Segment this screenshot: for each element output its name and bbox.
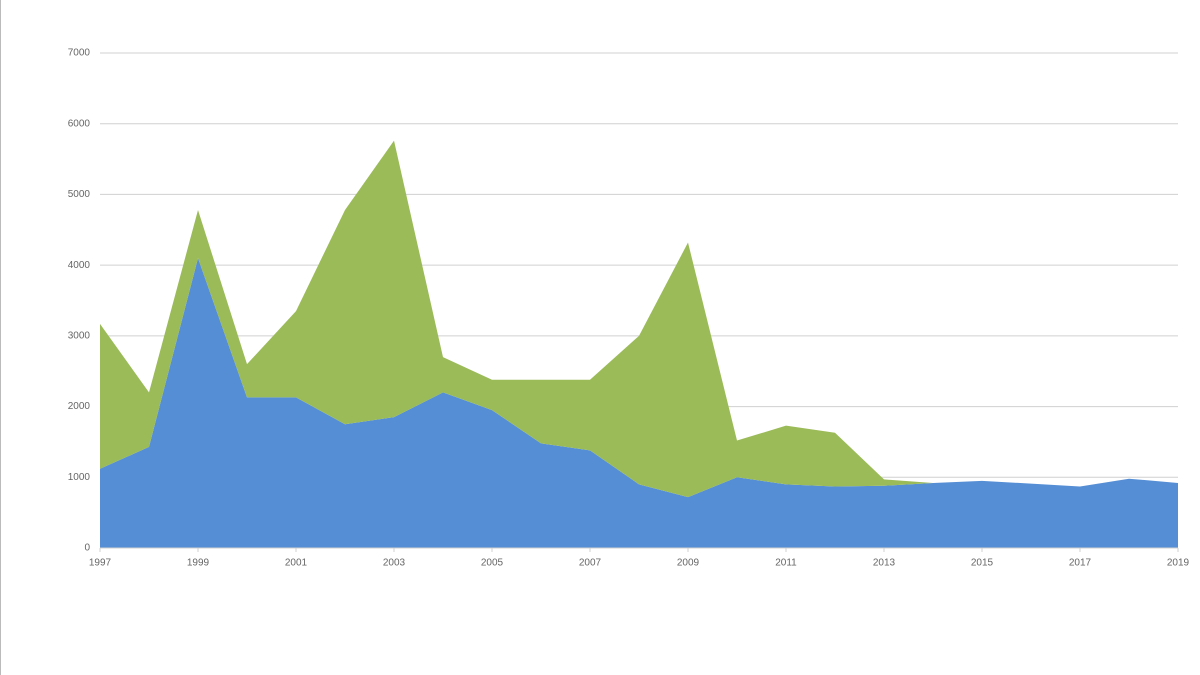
y-tick-label: 0 [84,543,90,554]
y-tick-label: 4000 [68,260,91,271]
x-tick-label: 1999 [187,558,210,569]
x-tick-label: 2009 [677,558,700,569]
y-tick-label: 5000 [68,189,91,200]
x-tick-label: 1997 [89,558,112,569]
x-tick-label: 2013 [873,558,896,569]
y-tick-label: 3000 [68,330,91,341]
x-tick-label: 2011 [775,558,797,569]
x-tick-label: 2017 [1069,558,1092,569]
area [100,140,1178,498]
x-tick-label: 2005 [481,558,504,569]
x-tick-label: 2019 [1167,558,1190,569]
y-tick-label: 2000 [68,401,91,412]
x-tick-label: 2001 [285,558,308,569]
x-tick-label: 2015 [971,558,994,569]
y-tick-label: 1000 [68,472,91,483]
y-tick-label: 6000 [68,118,91,129]
y-tick-label: 7000 [68,48,91,59]
x-tick-label: 2003 [383,558,406,569]
x-tick-label: 2007 [579,558,602,569]
area [100,258,1178,548]
